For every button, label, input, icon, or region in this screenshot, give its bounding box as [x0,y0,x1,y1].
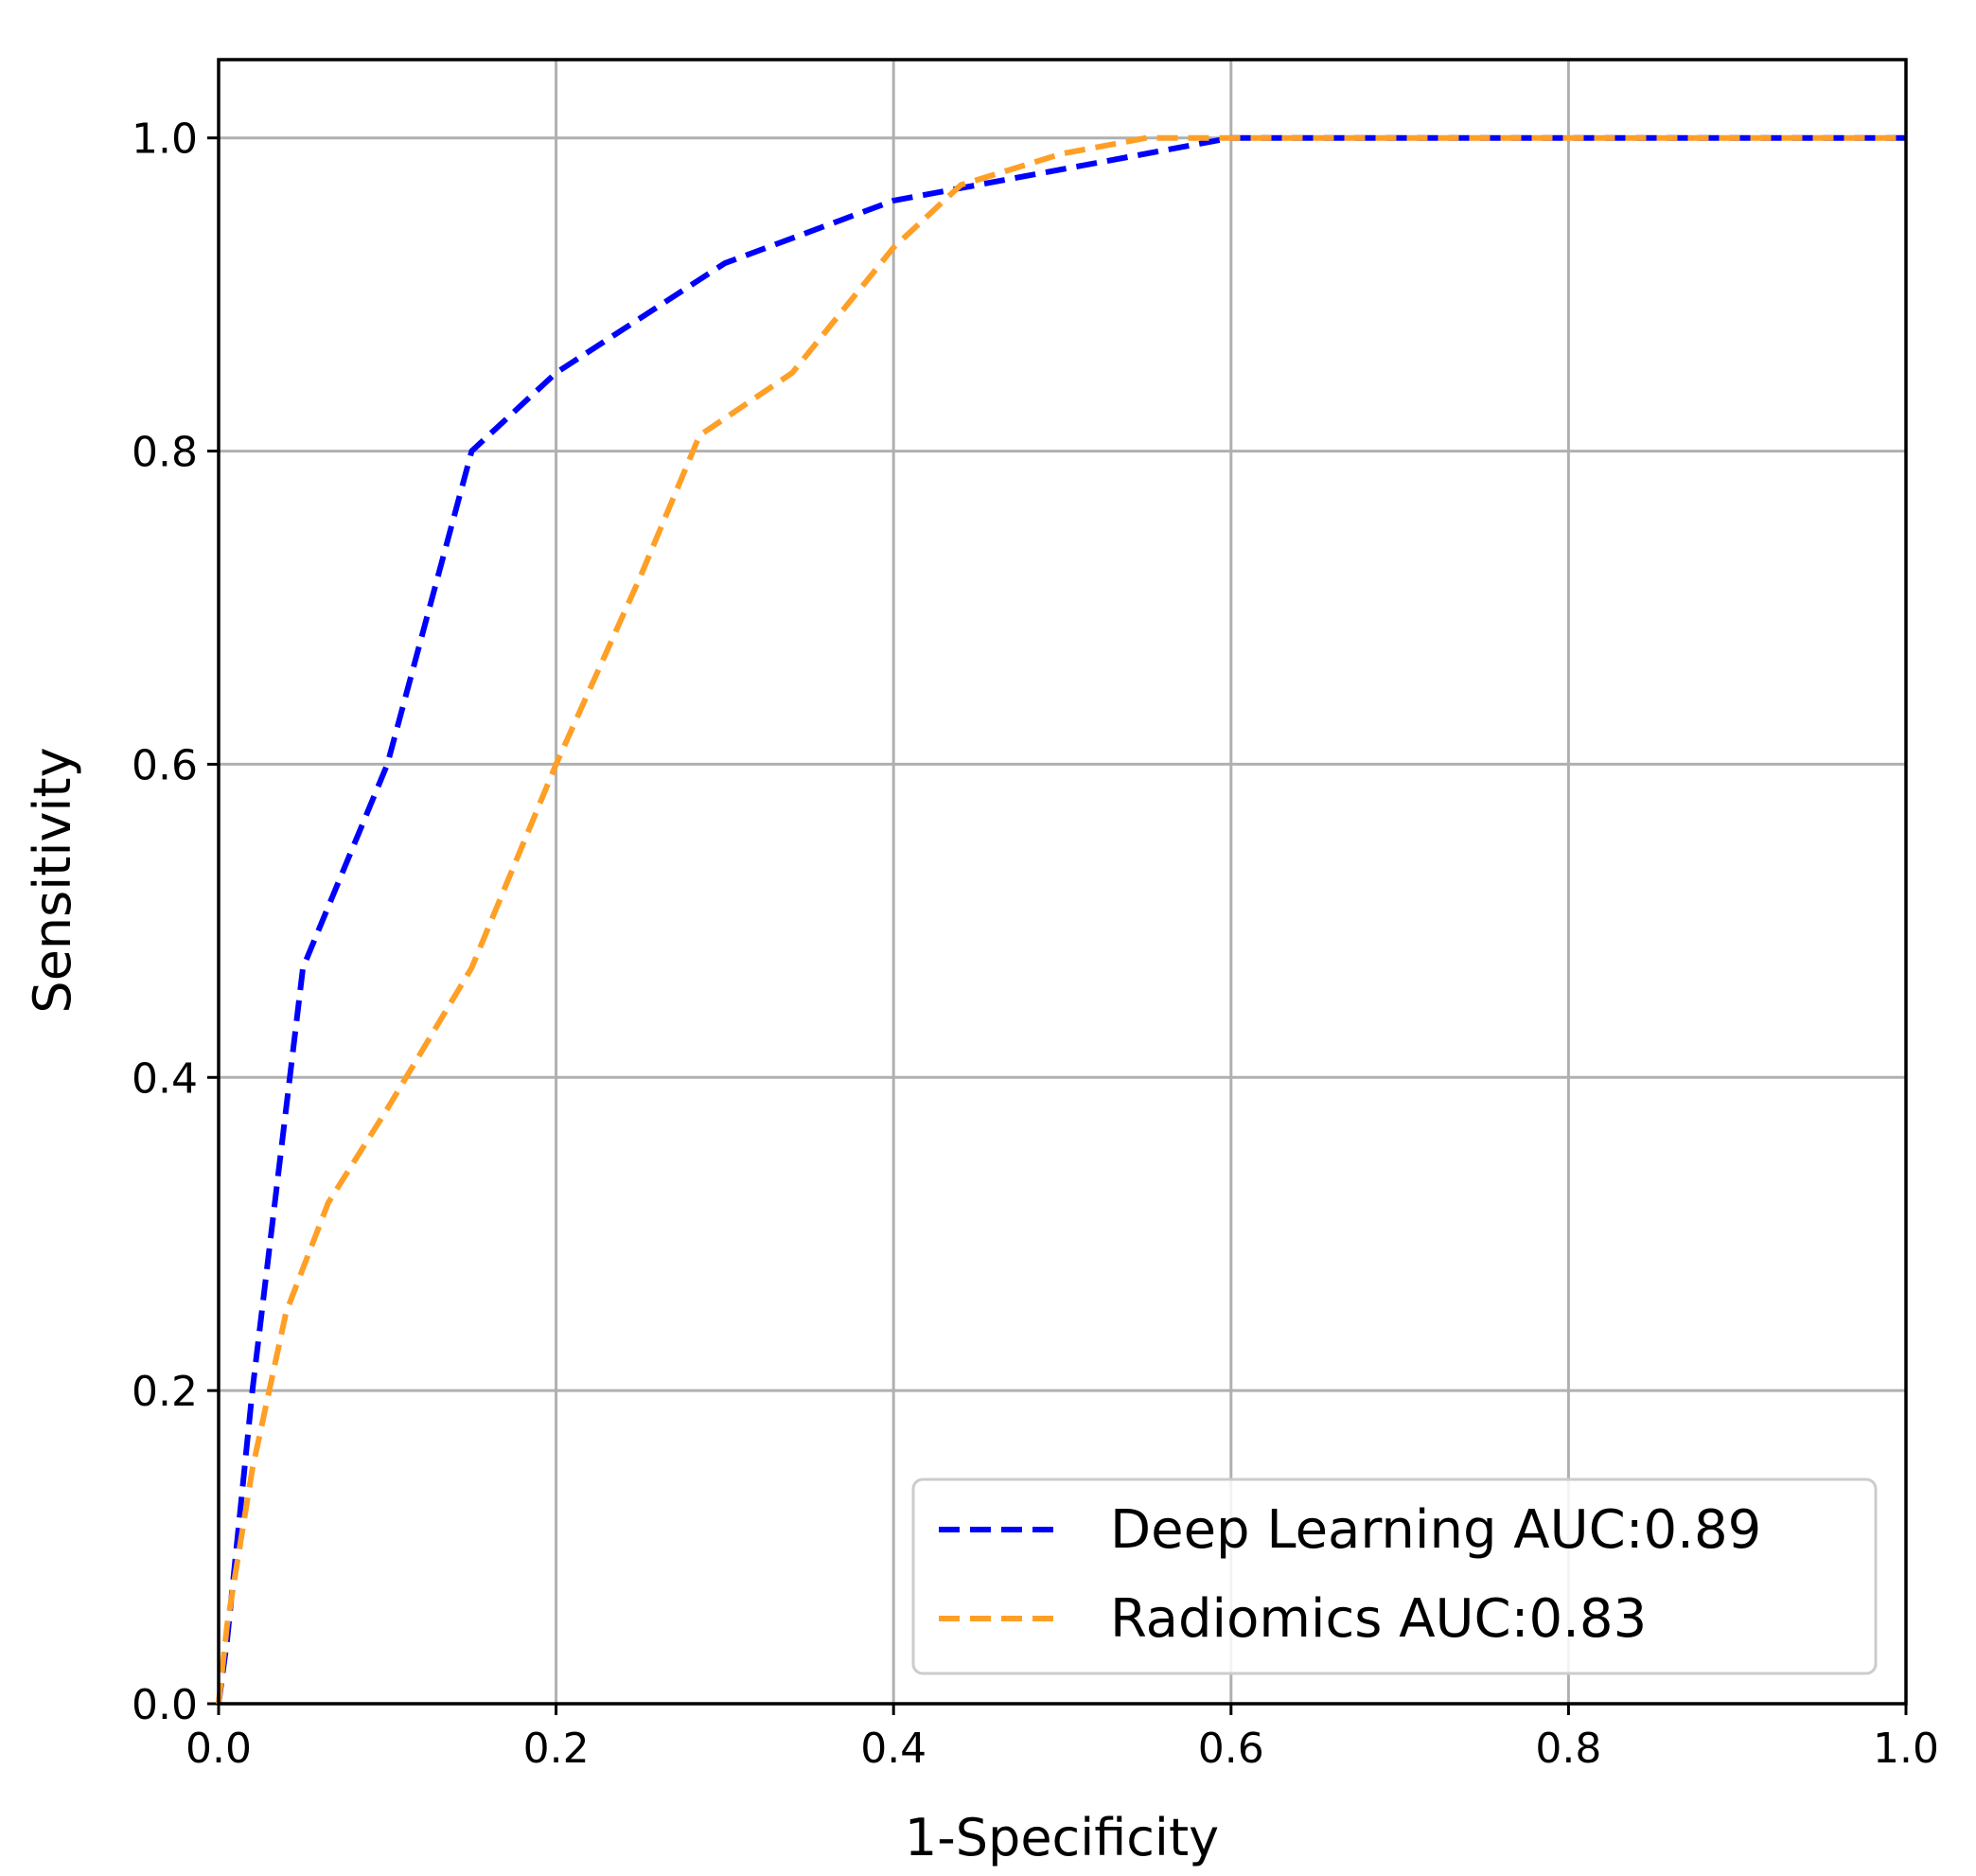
legend-box [911,1478,1878,1675]
y-tick-label: 0.0 [132,1681,198,1729]
x-tick-label: 0.8 [1535,1725,1601,1773]
x-tick-label: 1.0 [1873,1725,1939,1773]
series-lines [216,134,1906,1705]
legend-label-radiomics: Radiomics AUC:0.83 [1110,1588,1647,1650]
grid-lines [217,60,1908,1706]
y-tick-label: 1.0 [132,115,198,164]
y-tick-label: 0.2 [132,1368,198,1416]
legend-label-deep-learning: Deep Learning AUC:0.89 [1110,1499,1761,1561]
axis-ticks [207,136,1908,1715]
y-tick-label: 0.8 [132,429,198,477]
y-tick-labels: 0.0 0.2 0.4 0.6 0.8 1.0 [132,115,198,1729]
x-tick-label: 0.2 [523,1725,590,1773]
x-tick-labels: 0.0 0.2 0.4 0.6 0.8 1.0 [185,1725,1939,1773]
y-axis-label: Sensitivity [23,747,82,1013]
y-tick-label: 0.4 [132,1054,198,1103]
x-tick-label: 0.6 [1198,1725,1264,1773]
legend: Deep Learning AUC:0.89 Radiomics AUC:0.8… [911,1478,1878,1675]
y-tick-label: 0.6 [132,741,198,789]
x-axis-label: 1-Specificity [905,1808,1219,1867]
x-tick-label: 0.4 [860,1725,926,1773]
x-tick-label: 0.0 [185,1725,252,1773]
axes-frame [217,58,1908,1706]
radiomics-series-line [216,134,1906,1705]
